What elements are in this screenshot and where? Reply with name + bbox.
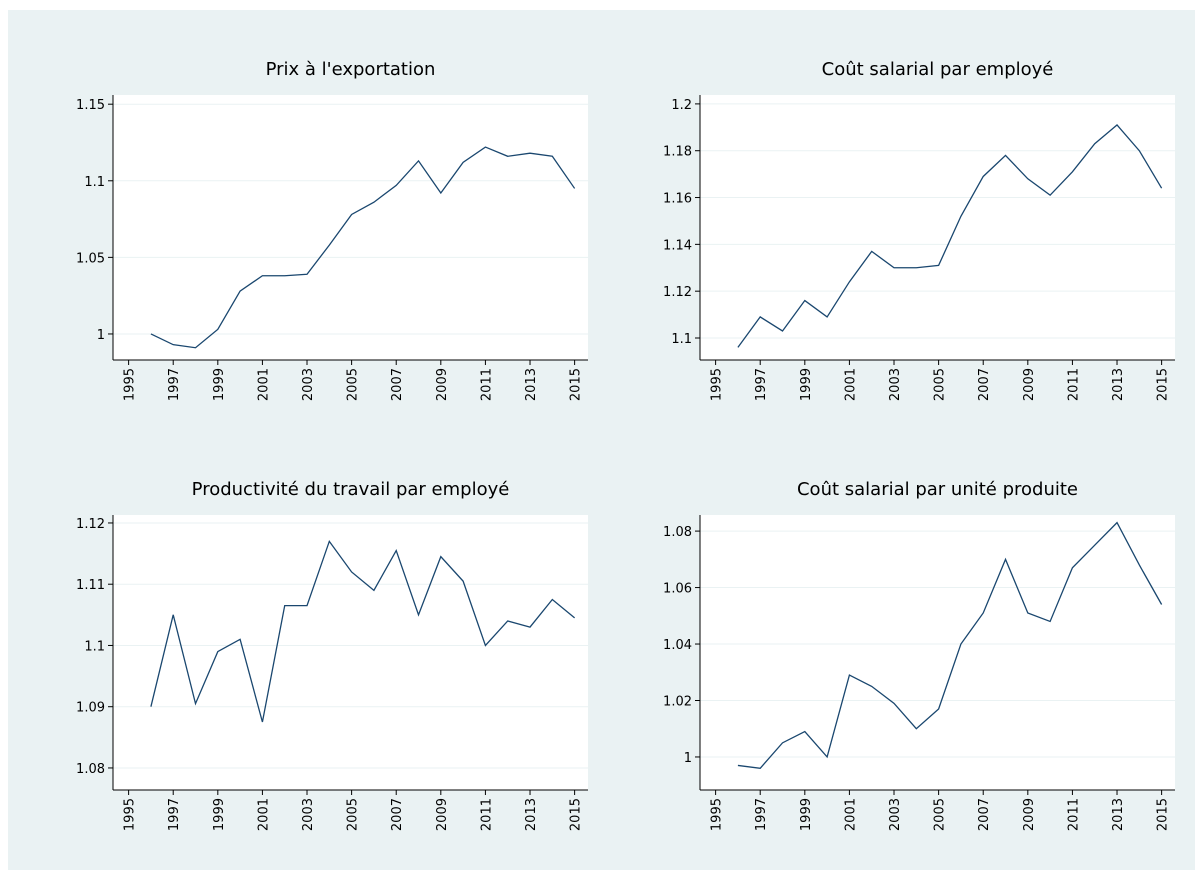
- plot-region: [113, 515, 588, 790]
- x-tick-label: 2007: [977, 368, 992, 401]
- y-tick-label: 1.1: [84, 639, 105, 654]
- x-tick-label: 2009: [435, 368, 450, 401]
- x-tick-label: 2009: [1022, 798, 1037, 831]
- x-tick-label: 2001: [256, 368, 271, 401]
- y-tick-label: 1.12: [663, 285, 692, 300]
- x-tick-label: 2007: [390, 368, 405, 401]
- x-tick-label: 1997: [754, 368, 769, 401]
- x-tick-label: 2015: [569, 798, 584, 831]
- plot-region: [700, 95, 1175, 360]
- x-tick-label: 2009: [435, 798, 450, 831]
- chart-title: Prix à l'exportation: [266, 59, 436, 80]
- chart-title: Coût salarial par unité produite: [797, 479, 1078, 500]
- x-tick-label: 2007: [390, 798, 405, 831]
- x-tick-label: 2011: [1066, 368, 1081, 401]
- x-tick-label: 1997: [167, 798, 182, 831]
- x-tick-label: 2013: [524, 798, 539, 831]
- x-tick-label: 1997: [167, 368, 182, 401]
- x-tick-label: 2015: [569, 368, 584, 401]
- x-tick-label: 2001: [256, 798, 271, 831]
- x-tick-label: 2003: [301, 798, 316, 831]
- x-tick-label: 2011: [479, 798, 494, 831]
- x-tick-label: 2003: [888, 798, 903, 831]
- x-tick-label: 1999: [212, 798, 227, 831]
- y-tick-label: 1: [97, 328, 105, 343]
- x-tick-label: 2001: [843, 368, 858, 401]
- data-line: [150, 539, 576, 723]
- data-line: [737, 521, 1163, 769]
- x-tick-label: 1999: [799, 798, 814, 831]
- x-tick-label: 2009: [1022, 368, 1037, 401]
- x-tick-label: 2013: [1111, 368, 1126, 401]
- x-tick-label: 2011: [1066, 798, 1081, 831]
- chart-title: Productivité du travail par employé: [192, 479, 510, 500]
- y-tick-label: 1.11: [76, 578, 105, 593]
- y-tick-label: 1: [684, 751, 692, 766]
- x-tick-label: 2005: [933, 798, 948, 831]
- y-tick-label: 1.18: [663, 145, 692, 160]
- x-tick-label: 1995: [123, 368, 138, 401]
- y-tick-label: 1.12: [76, 517, 105, 532]
- x-tick-label: 2013: [524, 368, 539, 401]
- x-tick-label: 2003: [301, 368, 316, 401]
- y-tick-label: 1.1: [671, 332, 692, 347]
- plot-region: [700, 515, 1175, 790]
- chart-title: Coût salarial par employé: [822, 59, 1054, 80]
- y-tick-label: 1.05: [76, 251, 105, 266]
- y-tick-label: 1.06: [663, 582, 692, 597]
- y-tick-label: 1.09: [76, 701, 105, 716]
- x-tick-label: 2007: [977, 798, 992, 831]
- x-tick-label: 2013: [1111, 798, 1126, 831]
- x-tick-label: 2003: [888, 368, 903, 401]
- y-tick-label: 1.04: [663, 638, 692, 653]
- x-tick-label: 2005: [346, 798, 361, 831]
- plot-region: [113, 95, 588, 360]
- y-tick-label: 1.02: [663, 694, 692, 709]
- x-tick-label: 1995: [123, 798, 138, 831]
- y-tick-label: 1.08: [76, 762, 105, 777]
- y-tick-label: 1.08: [663, 525, 692, 540]
- data-line: [737, 124, 1163, 348]
- y-tick-label: 1.16: [663, 192, 692, 207]
- x-tick-label: 1995: [710, 368, 725, 401]
- x-tick-label: 2005: [933, 368, 948, 401]
- x-tick-label: 1999: [799, 368, 814, 401]
- x-tick-label: 2015: [1156, 798, 1171, 831]
- x-tick-label: 1995: [710, 798, 725, 831]
- x-tick-label: 2011: [479, 368, 494, 401]
- y-tick-label: 1.14: [663, 238, 692, 253]
- x-tick-label: 2015: [1156, 368, 1171, 401]
- x-tick-label: 2001: [843, 798, 858, 831]
- x-tick-label: 2005: [346, 368, 361, 401]
- y-tick-label: 1.2: [671, 98, 692, 113]
- data-line: [150, 146, 576, 349]
- y-tick-label: 1.1: [84, 175, 105, 190]
- x-tick-label: 1997: [754, 798, 769, 831]
- y-tick-label: 1.15: [76, 98, 105, 113]
- x-tick-label: 1999: [212, 368, 227, 401]
